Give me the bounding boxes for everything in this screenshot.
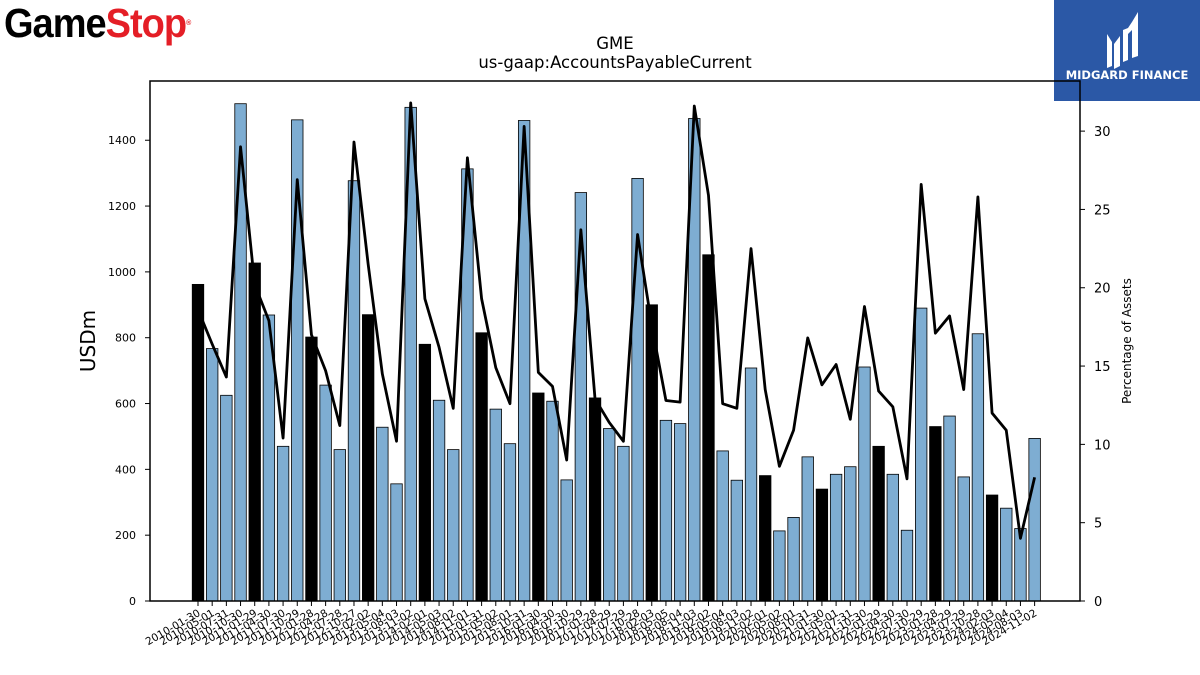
bar-2012-04-28 bbox=[319, 384, 332, 602]
bar-2017-04-29 bbox=[603, 428, 616, 602]
bar-2010-01-30 bbox=[191, 283, 205, 602]
bar-2018-08-04 bbox=[673, 423, 687, 602]
bar-2020-02-01 bbox=[759, 475, 772, 602]
y2-tick-label: 0 bbox=[1094, 595, 1102, 610]
y-tick-label: 800 bbox=[115, 332, 136, 345]
bar-2014-08-02 bbox=[447, 449, 460, 602]
bar-2016-01-30 bbox=[532, 392, 545, 602]
bar-2013-05-04 bbox=[376, 426, 389, 602]
bar-2011-01-29 bbox=[248, 262, 261, 602]
bar-2019-11-02 bbox=[744, 367, 758, 602]
bar-2013-08-03 bbox=[390, 483, 403, 602]
bar-2023-04-29 bbox=[943, 415, 956, 602]
midgard-finance-label: MIDGARD FINANCE bbox=[1065, 68, 1189, 82]
bar-2021-05-01 bbox=[829, 473, 843, 602]
bar-2016-07-30 bbox=[560, 479, 573, 602]
bar-2019-05-04 bbox=[716, 450, 729, 602]
y2-axis-ticks: 0 5 10 15 20 25 30 bbox=[1080, 125, 1111, 610]
bar-2018-05-05 bbox=[659, 419, 673, 602]
bar-2024-05-04 bbox=[1000, 507, 1013, 602]
bar-2021-01-30 bbox=[815, 488, 829, 602]
bar-2015-01-31 bbox=[475, 332, 488, 602]
bar-2016-10-29 bbox=[574, 192, 588, 602]
plot-frame bbox=[149, 80, 1081, 602]
y2-tick-label: 10 bbox=[1094, 438, 1111, 453]
chart-title: GME bbox=[596, 34, 633, 53]
bar-2015-05-02 bbox=[489, 408, 502, 602]
bar-2014-02-01 bbox=[418, 343, 432, 602]
bar-2024-11-02 bbox=[1028, 438, 1041, 602]
bar-2020-08-01 bbox=[787, 517, 800, 602]
bar-2023-07-29 bbox=[957, 476, 970, 602]
midgard-finance-logo: MIDGARD FINANCE bbox=[1054, 0, 1200, 101]
bar-series bbox=[191, 103, 1041, 602]
bar-2019-08-03 bbox=[730, 479, 743, 602]
bar-2020-10-31 bbox=[801, 456, 814, 602]
bar-2021-07-31 bbox=[844, 466, 857, 602]
bar-2012-07-28 bbox=[333, 449, 346, 602]
x-axis-ticks: 2010-01-302010-05-012010-07-312010-10-30… bbox=[144, 601, 1039, 648]
bar-2023-01-28 bbox=[929, 426, 942, 602]
line-series bbox=[196, 101, 1036, 540]
bar-2013-02-02 bbox=[362, 314, 375, 602]
y2-tick-label: 5 bbox=[1094, 517, 1102, 532]
bar-2023-10-28 bbox=[971, 333, 985, 602]
bar-2019-02-02 bbox=[702, 254, 715, 602]
y2-axis-label: Percentage of Assets bbox=[1120, 278, 1134, 404]
bar-2011-07-30 bbox=[276, 445, 290, 602]
bar-2017-01-28 bbox=[588, 397, 602, 602]
bar-2022-10-29 bbox=[915, 307, 928, 602]
y-axis-label: USDm bbox=[76, 310, 100, 372]
y-tick-label: 0 bbox=[129, 595, 136, 608]
bar-2015-08-01 bbox=[503, 443, 517, 602]
y-tick-label: 400 bbox=[115, 463, 136, 476]
bar-2017-07-29 bbox=[617, 445, 630, 602]
bar-2022-04-30 bbox=[886, 473, 899, 602]
bar-2021-10-30 bbox=[858, 366, 871, 602]
bar-2020-05-02 bbox=[773, 530, 786, 602]
y2-tick-label: 20 bbox=[1094, 282, 1111, 297]
bar-2024-02-03 bbox=[985, 494, 999, 602]
y2-tick-label: 30 bbox=[1094, 125, 1111, 140]
pct-assets-line bbox=[196, 101, 1036, 540]
y-tick-label: 1000 bbox=[108, 266, 136, 279]
bar-2010-05-01 bbox=[206, 348, 219, 602]
bar-2022-07-30 bbox=[900, 529, 914, 602]
bar-2022-01-29 bbox=[872, 445, 885, 602]
y-axis-ticks: 0 200 400 600 800 1000 1200 1400 bbox=[108, 134, 150, 608]
bar-2014-05-03 bbox=[432, 399, 446, 602]
y2-tick-label: 25 bbox=[1094, 203, 1111, 218]
gamestop-logo: GameStop® bbox=[4, 1, 191, 47]
y-tick-label: 1400 bbox=[108, 134, 136, 147]
y-tick-label: 200 bbox=[115, 529, 136, 542]
y-tick-label: 1200 bbox=[108, 200, 136, 213]
bar-2016-04-30 bbox=[546, 400, 559, 602]
bar-2010-07-31 bbox=[220, 394, 233, 602]
y-tick-label: 600 bbox=[115, 398, 136, 411]
y2-tick-label: 15 bbox=[1094, 360, 1111, 375]
midgard-emblem-icon bbox=[1107, 12, 1138, 69]
chart-subtitle: us-gaap:AccountsPayableCurrent bbox=[478, 53, 752, 72]
bar-2012-01-28 bbox=[305, 336, 318, 602]
